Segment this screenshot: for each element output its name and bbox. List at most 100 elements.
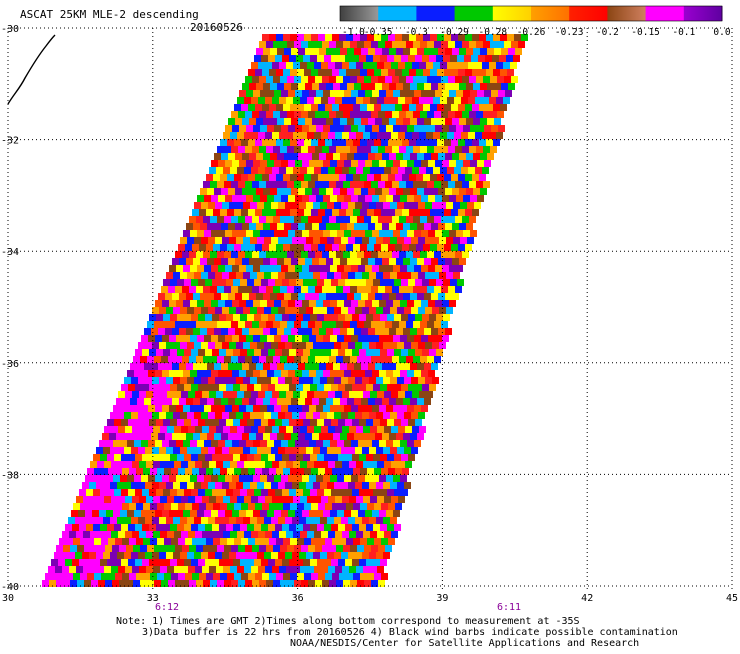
swath-pixel [441,321,448,328]
swath-pixel [145,517,152,524]
swath-pixel [389,83,396,90]
swath-pixel [222,237,229,244]
swath-pixel [231,216,238,223]
swath-pixel [182,356,189,363]
swath-pixel [289,524,296,531]
swath-pixel [229,552,236,559]
swath-pixel [181,566,188,573]
swath-pixel [180,412,187,419]
swath-pixel [234,174,241,181]
swath-pixel [335,391,342,398]
swath-pixel [157,468,164,475]
swath-pixel [263,363,270,370]
swath-pixel [371,216,378,223]
swath-pixel [344,440,351,447]
swath-pixel [373,55,380,62]
swath-pixel [382,223,389,230]
swath-pixel [247,419,254,426]
swath-pixel [319,363,326,370]
swath-pixel [230,132,237,139]
swath-pixel [268,524,275,531]
swath-pixel [431,188,438,195]
swath-pixel [106,475,113,482]
swath-pixel [220,538,227,545]
swath-pixel [267,405,274,412]
swath-pixel [428,125,435,132]
swath-pixel [228,223,235,230]
swath-pixel [208,377,215,384]
swath-pixel [246,300,253,307]
swath-pixel [217,146,224,153]
swath-pixel [111,461,118,468]
swath-pixel [253,370,260,377]
swath-pixel [265,167,272,174]
swath-pixel [236,482,243,489]
swath-pixel [446,272,453,279]
swath-pixel [305,223,312,230]
swath-pixel [324,279,331,286]
swath-pixel [483,111,490,118]
swath-pixel [406,146,413,153]
swath-pixel [384,62,391,69]
swath-pixel [271,377,278,384]
swath-pixel [450,55,457,62]
swath-pixel [323,230,330,237]
swath-pixel [313,342,320,349]
swath-pixel [143,538,150,545]
swath-pixel [328,496,335,503]
swath-pixel [363,62,370,69]
swath-pixel [327,552,334,559]
swath-pixel [342,97,349,104]
swath-pixel [370,97,377,104]
swath-pixel [288,300,295,307]
y-tick-label: -30 [1,24,19,35]
swath-pixel [106,440,113,447]
swath-pixel [245,111,252,118]
swath-pixel [406,111,413,118]
swath-pixel [117,482,124,489]
swath-pixel [287,545,294,552]
swath-pixel [222,272,229,279]
swath-pixel [204,335,211,342]
swath-pixel [250,202,257,209]
swath-pixel [290,538,297,545]
swath-pixel [412,426,419,433]
swath-pixel [396,258,403,265]
swath-pixel [316,405,323,412]
swath-pixel [289,314,296,321]
swath-pixel [294,286,301,293]
swath-pixel [385,76,392,83]
swath-pixel [298,433,305,440]
swath-pixel [409,34,416,41]
swath-pixel [232,230,239,237]
swath-pixel [378,356,385,363]
swath-pixel [480,188,487,195]
swath-pixel [68,552,75,559]
swath-pixel [444,174,451,181]
swath-pixel [442,335,449,342]
swath-pixel [211,300,218,307]
swath-pixel [497,111,504,118]
swath-pixel [456,160,463,167]
swath-pixel [107,559,114,566]
swath-pixel [346,468,353,475]
swath-pixel [177,349,184,356]
swath-pixel [77,545,84,552]
swath-pixel [131,412,138,419]
swath-pixel [280,321,287,328]
swath-pixel [323,510,330,517]
swath-pixel [316,510,323,517]
swath-pixel [223,566,230,573]
swath-pixel [332,468,339,475]
swath-pixel [242,153,249,160]
swath-pixel [242,363,249,370]
swath-pixel [149,559,156,566]
swath-pixel [125,391,132,398]
swath-pixel [227,209,234,216]
swath-pixel [486,139,493,146]
swath-pixel [323,195,330,202]
swath-pixel [312,223,319,230]
swath-pixel [412,132,419,139]
swath-pixel [380,55,387,62]
swath-pixel [403,188,410,195]
